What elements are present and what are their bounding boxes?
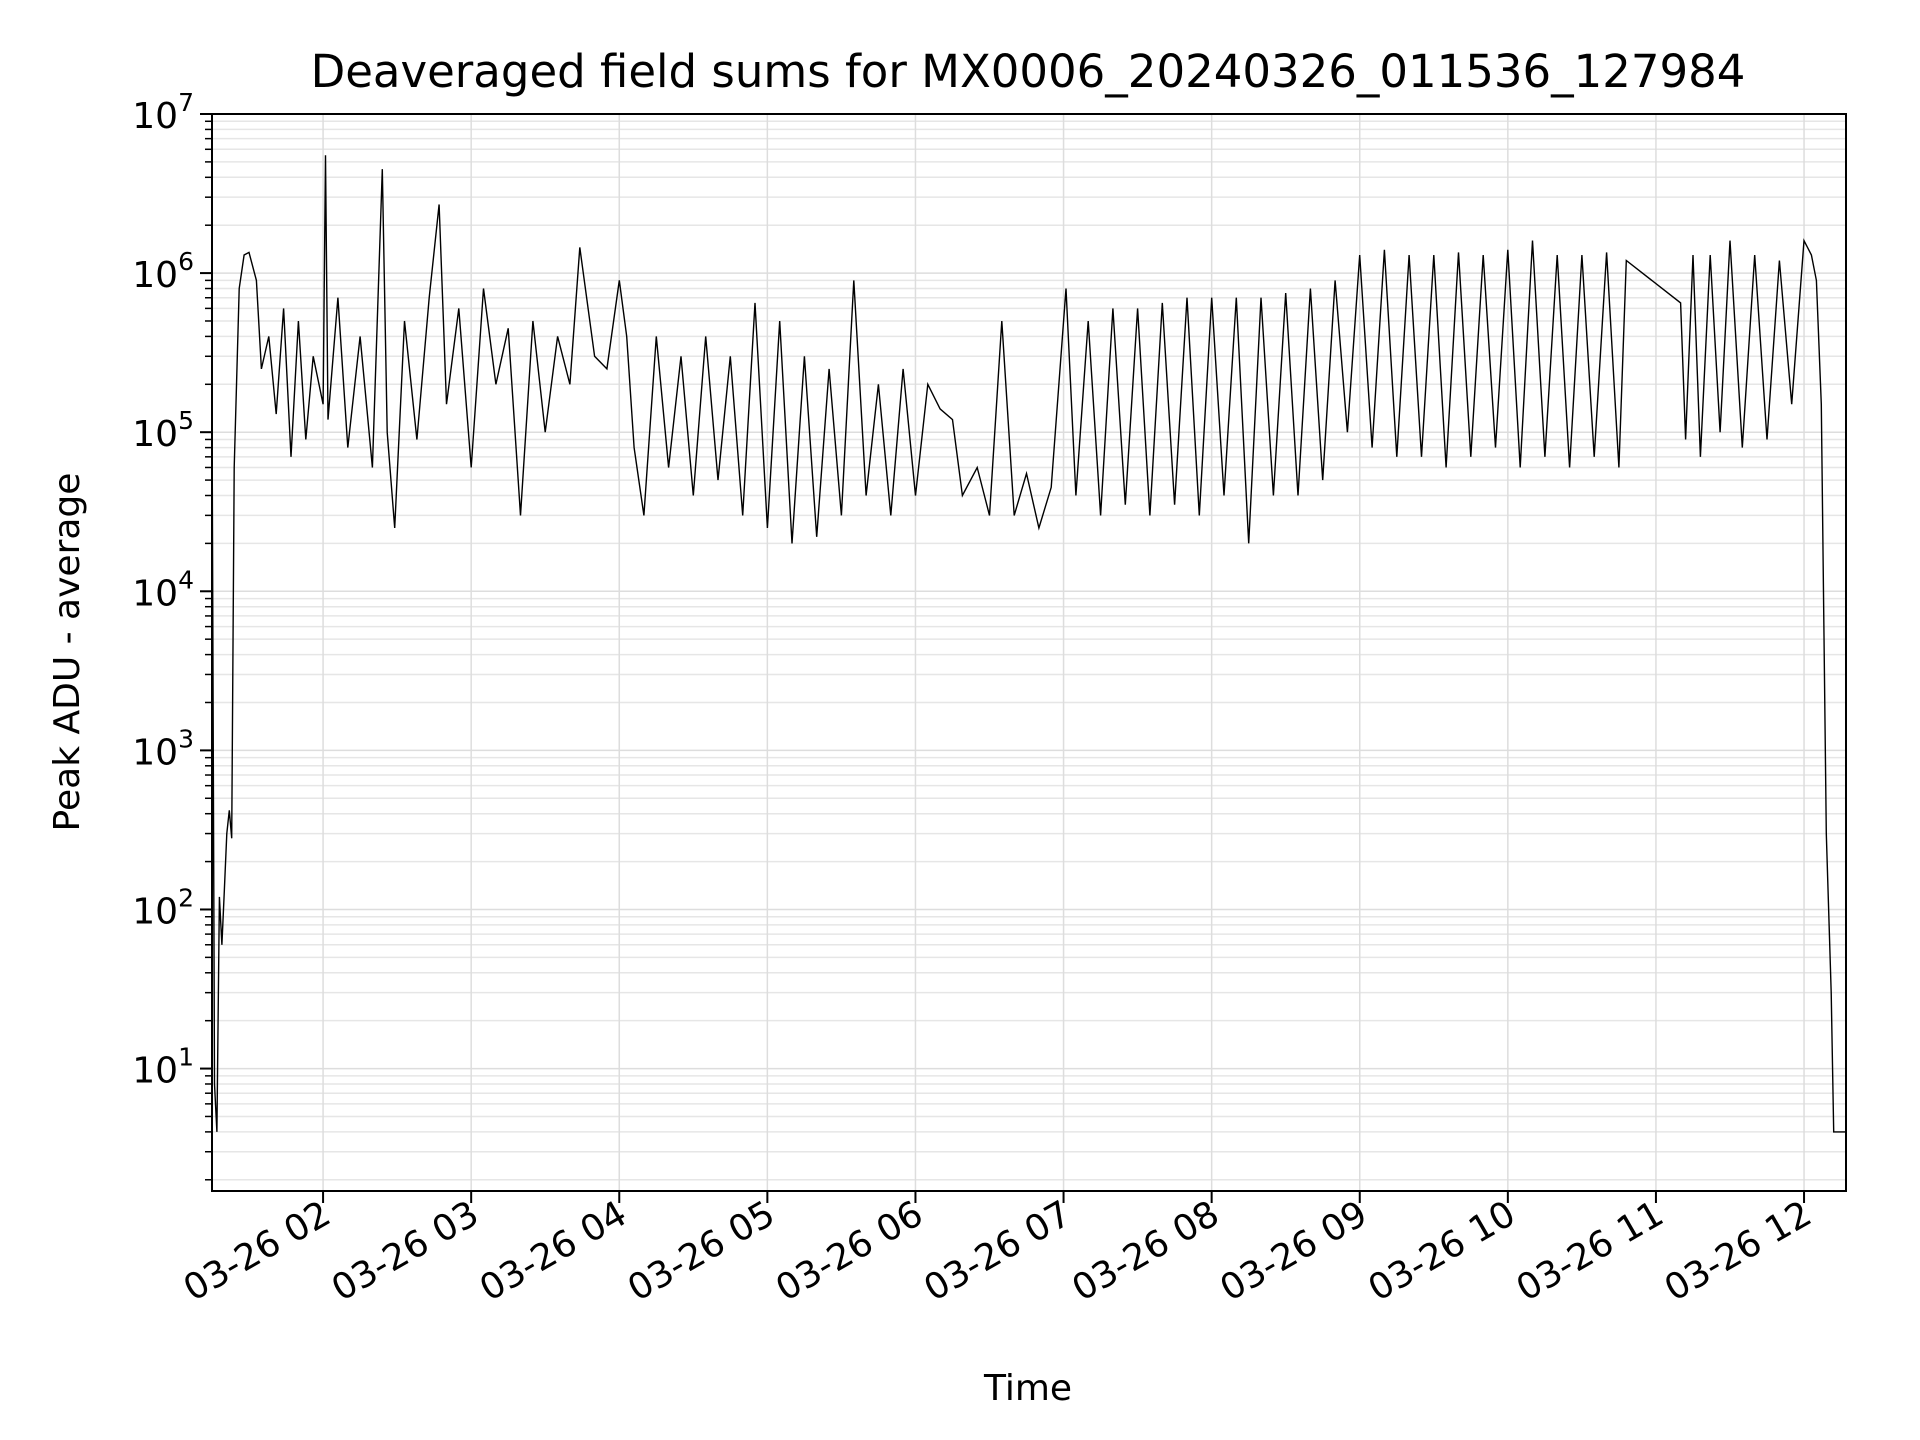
x-axis-label: Time: [983, 1368, 1072, 1409]
x-tick-label: 03-26 08: [1065, 1193, 1226, 1309]
x-tick-label: 03-26 09: [1214, 1193, 1375, 1309]
x-tick-label: 03-26 05: [621, 1193, 782, 1309]
y-tick-base: 10: [132, 414, 178, 455]
y-tick-label: 104: [132, 565, 194, 614]
x-tick-label: 03-26 06: [769, 1193, 930, 1309]
y-tick-label: 105: [132, 406, 194, 455]
y-tick-base: 10: [132, 732, 178, 773]
grid: [212, 113, 1846, 1191]
x-tick-label: 03-26 04: [473, 1193, 634, 1309]
y-tick-exponent: 1: [178, 1043, 194, 1072]
series-layer: [211, 155, 1846, 1133]
y-tick-exponent: 6: [178, 247, 194, 276]
y-tick-base: 10: [132, 891, 178, 932]
x-tick-label: 03-26 11: [1510, 1193, 1671, 1309]
y-tick-label: 101: [132, 1043, 194, 1092]
y-tick-label: 102: [132, 883, 194, 932]
y-tick-exponent: 2: [178, 883, 194, 912]
plot-area-frame: [211, 113, 1847, 1192]
x-tick-label: 03-26 10: [1362, 1193, 1523, 1309]
x-tick-label: 03-26 07: [917, 1193, 1078, 1309]
y-tick-base: 10: [132, 573, 178, 614]
chart-title: Deaveraged field sums for MX0006_2024032…: [311, 45, 1746, 98]
y-tick-base: 10: [132, 96, 178, 137]
y-tick-exponent: 3: [178, 724, 194, 753]
y-tick-label: 107: [132, 88, 194, 137]
series-line-1: [211, 155, 1846, 1133]
y-tick-label: 106: [132, 247, 194, 296]
x-tick-label: 03-26 03: [325, 1193, 486, 1309]
y-tick-base: 10: [132, 1051, 178, 1092]
y-tick-label: 103: [132, 724, 194, 773]
y-tick-exponent: 5: [178, 406, 194, 435]
y-tick-exponent: 7: [178, 88, 194, 117]
x-tick-label: 03-26 12: [1658, 1193, 1819, 1309]
y-tick-base: 10: [132, 255, 178, 296]
y-axis-label: Peak ADU - average: [47, 473, 88, 832]
x-tick-label: 03-26 02: [177, 1193, 338, 1309]
y-tick-exponent: 4: [178, 565, 194, 594]
